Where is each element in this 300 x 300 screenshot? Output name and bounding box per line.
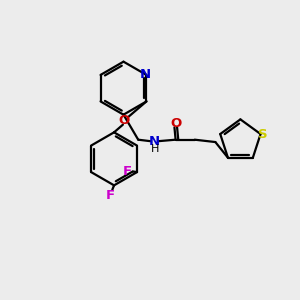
Text: O: O — [170, 117, 182, 130]
Text: F: F — [123, 165, 132, 178]
Text: H: H — [151, 143, 159, 154]
Text: F: F — [106, 189, 115, 202]
Text: S: S — [258, 128, 267, 140]
Text: N: N — [149, 135, 160, 148]
Text: N: N — [140, 68, 151, 81]
Text: O: O — [119, 114, 130, 127]
